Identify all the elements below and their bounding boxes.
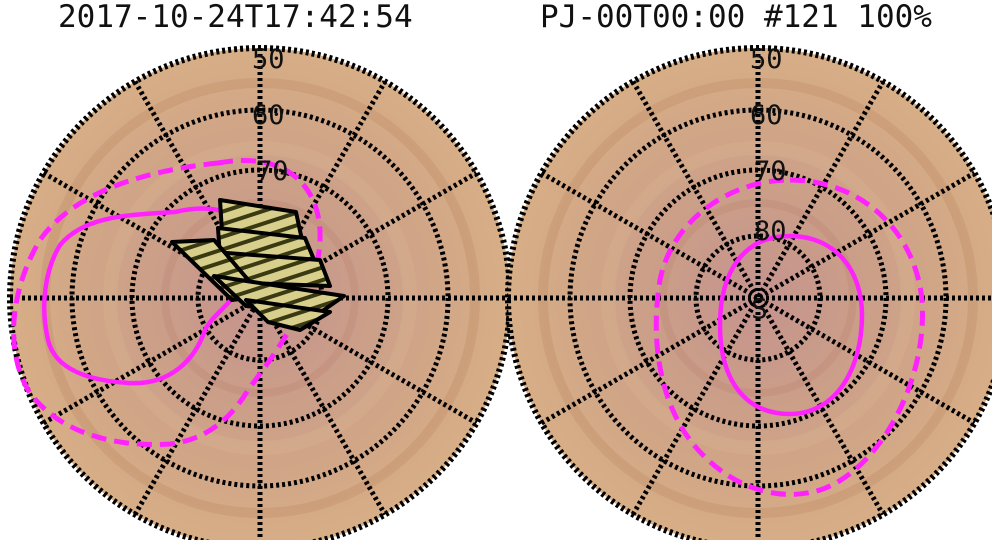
auroral-oval-dashed: [653, 177, 926, 497]
south-polar-map: 50 60 70 80 S: [505, 44, 992, 540]
latitude-label-50: 50: [750, 44, 783, 75]
latitude-label-70: 70: [256, 156, 289, 187]
longitude-grid: [10, 48, 510, 540]
north-polar-map: 50 60 70: [7, 44, 513, 540]
perijove-info-title: PJ-00T00:00 #121 100%: [540, 0, 932, 35]
latitude-label-80: 80: [754, 216, 787, 247]
pole-label: S: [751, 292, 768, 325]
satellite-footprint: [170, 198, 346, 332]
latitude-label-60: 60: [750, 100, 783, 131]
auroral-oval-dashed: [11, 158, 323, 448]
longitude-grid: [508, 48, 992, 540]
auroral-oval-solid: [717, 233, 865, 417]
latitude-label-70: 70: [754, 156, 787, 187]
latitude-label-60: 60: [252, 100, 285, 131]
timestamp-title: 2017-10-24T17:42:54: [58, 0, 413, 35]
latitude-label-50: 50: [252, 44, 285, 75]
